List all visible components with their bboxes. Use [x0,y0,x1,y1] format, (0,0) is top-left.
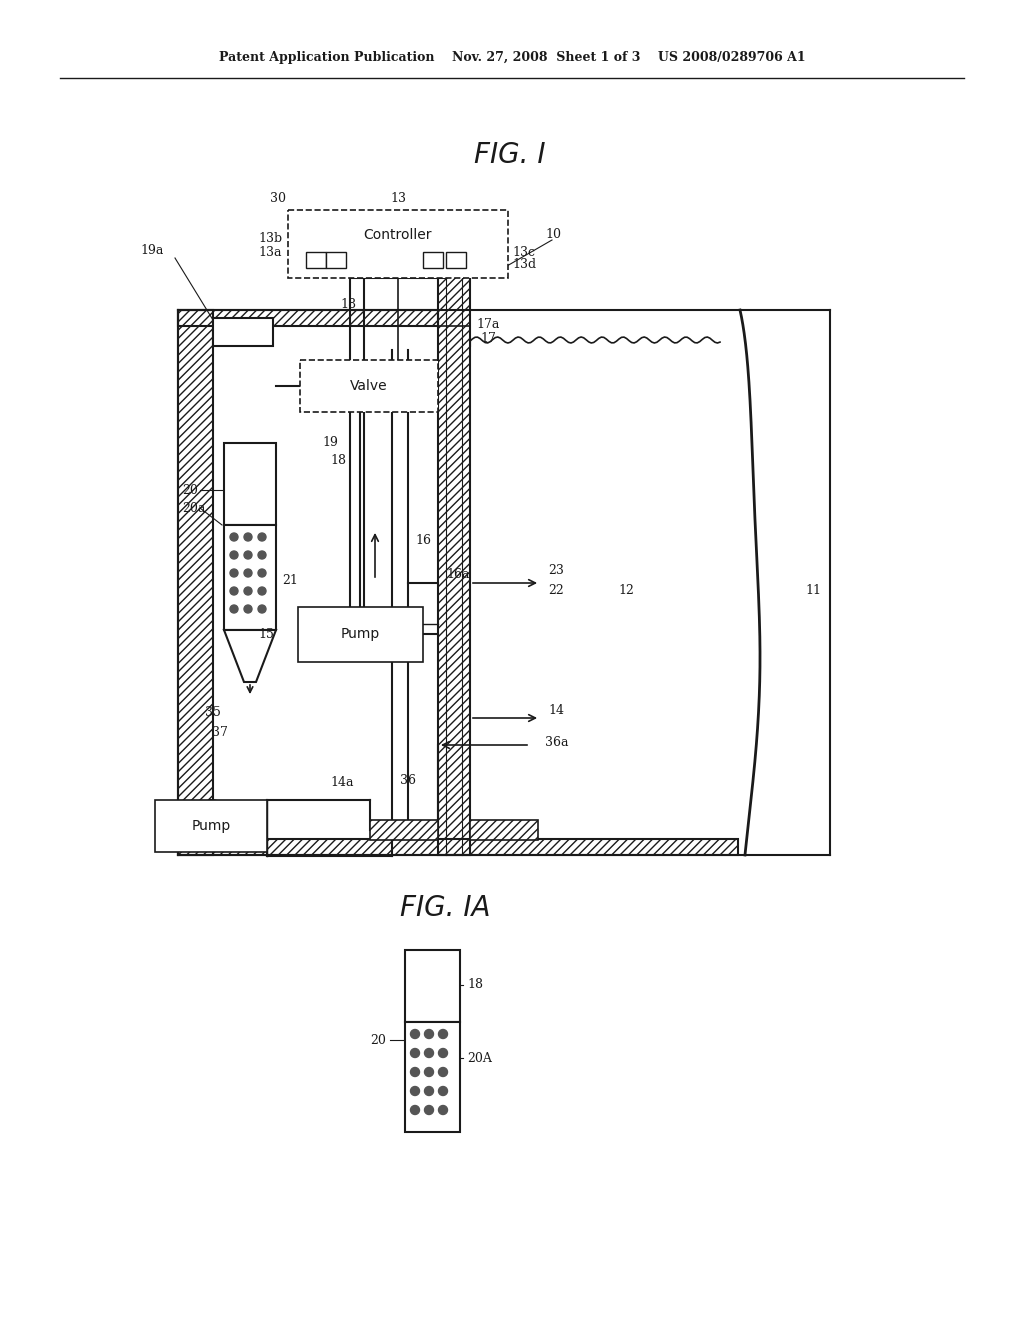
Bar [446,252,466,268]
Bar [406,1022,460,1133]
Circle shape [230,605,238,612]
Bar [407,952,458,1020]
Text: 22: 22 [548,583,564,597]
Circle shape [258,605,266,612]
Circle shape [244,533,252,541]
Circle shape [258,533,266,541]
Circle shape [425,1030,433,1039]
Bar [470,820,538,840]
Bar [155,800,267,851]
Polygon shape [224,630,276,682]
Bar [370,820,438,840]
Circle shape [438,1106,447,1114]
Text: 19a: 19a [140,243,164,256]
Text: 36: 36 [400,774,416,787]
Circle shape [244,605,252,612]
Text: 30: 30 [270,191,286,205]
Circle shape [244,587,252,595]
Text: Controller: Controller [364,228,432,242]
Bar [224,525,276,630]
Circle shape [230,587,238,595]
Text: 20: 20 [370,1034,386,1047]
Circle shape [258,550,266,558]
Circle shape [411,1106,420,1114]
Circle shape [425,1048,433,1057]
Bar [178,310,213,855]
Text: 36a: 36a [545,735,568,748]
Text: 19: 19 [322,437,338,450]
Text: Valve: Valve [350,379,388,393]
Bar [298,607,423,663]
Bar [288,210,508,279]
Text: 16a: 16a [446,569,469,582]
Text: 20A: 20A [467,1052,492,1064]
Circle shape [425,1068,433,1077]
Text: 13: 13 [390,191,406,205]
Circle shape [438,1086,447,1096]
Bar [438,271,470,855]
Bar [438,271,470,855]
Circle shape [230,569,238,577]
Bar [306,252,326,268]
Text: 18: 18 [330,454,346,466]
Text: 13d: 13d [512,259,537,272]
Text: 20a: 20a [182,502,206,515]
Bar [300,360,438,412]
Bar [226,445,274,523]
Text: FIG. I: FIG. I [474,141,546,169]
Text: 23: 23 [548,564,564,577]
Text: 12: 12 [618,583,634,597]
Bar [224,444,276,525]
Bar [406,950,460,1022]
Text: 10: 10 [545,228,561,242]
Text: 20: 20 [182,483,198,496]
Circle shape [438,1030,447,1039]
Text: 14: 14 [548,704,564,717]
Text: 17: 17 [480,331,496,345]
Bar [178,310,438,326]
Text: Pump: Pump [340,627,380,642]
Text: 13a: 13a [258,246,282,259]
Bar [213,318,273,346]
Circle shape [244,569,252,577]
Circle shape [258,569,266,577]
Circle shape [230,533,238,541]
Bar [178,310,213,855]
Text: 35: 35 [205,705,221,718]
Text: 17a: 17a [476,318,500,331]
Text: 13b: 13b [258,231,283,244]
Circle shape [258,587,266,595]
Text: 16: 16 [415,533,431,546]
Bar [178,840,738,855]
Circle shape [438,1068,447,1077]
Circle shape [411,1068,420,1077]
Text: 13c: 13c [512,246,535,259]
Circle shape [438,1048,447,1057]
Circle shape [230,550,238,558]
Circle shape [425,1106,433,1114]
Text: 14a: 14a [330,776,353,789]
Circle shape [411,1048,420,1057]
Bar [438,310,470,326]
Text: 15: 15 [258,628,273,642]
Bar [326,252,346,268]
Text: 37: 37 [212,726,228,738]
Bar [178,310,438,326]
Bar [178,840,738,855]
Text: 11: 11 [805,583,821,597]
Circle shape [411,1086,420,1096]
Bar [423,252,443,268]
Text: Pump: Pump [191,818,230,833]
Text: 21: 21 [282,573,298,586]
Text: 18: 18 [467,978,483,991]
Text: Patent Application Publication    Nov. 27, 2008  Sheet 1 of 3    US 2008/0289706: Patent Application Publication Nov. 27, … [219,51,805,65]
Circle shape [425,1086,433,1096]
Circle shape [244,550,252,558]
Circle shape [411,1030,420,1039]
Text: 18: 18 [340,297,356,310]
Text: FIG. IA: FIG. IA [399,894,490,921]
